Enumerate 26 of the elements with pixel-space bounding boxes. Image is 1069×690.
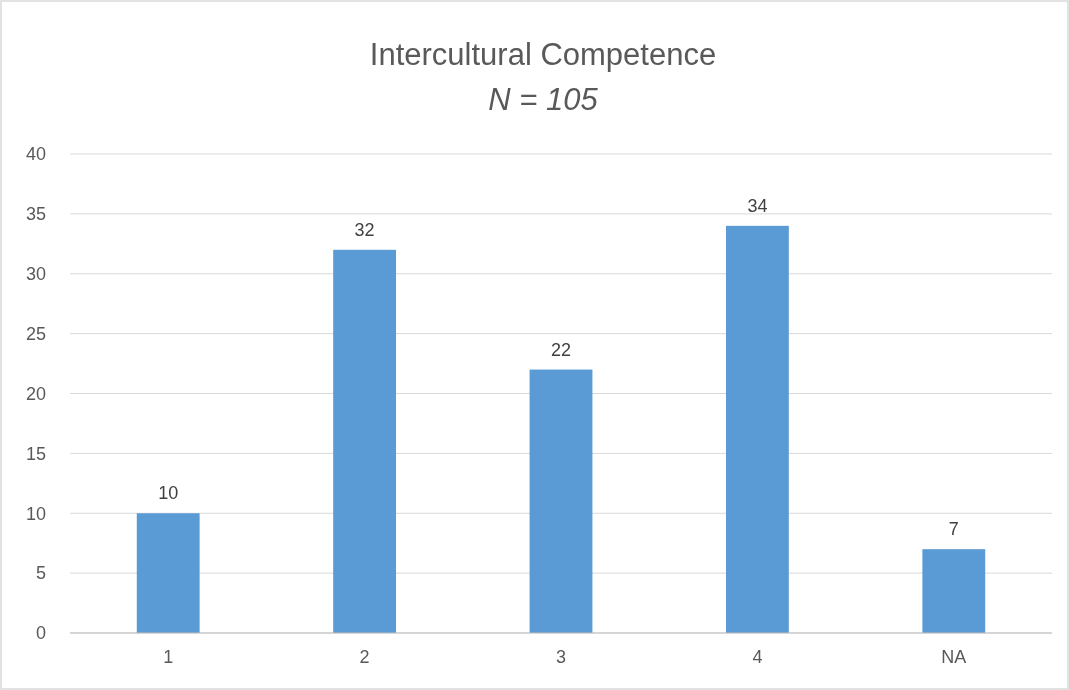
data-label: 34	[747, 195, 768, 216]
y-tick-label: 25	[25, 323, 46, 344]
bar	[333, 249, 397, 633]
x-tick-label: 4	[752, 647, 763, 667]
y-tick-label: 30	[25, 264, 46, 285]
chart-title: Intercultural Competence	[369, 37, 717, 72]
y-tick-label: 15	[25, 443, 46, 464]
x-tick-label: 3	[555, 647, 567, 667]
y-tick-label: 10	[25, 503, 46, 524]
x-tick-label: 1	[163, 647, 174, 667]
data-label: 10	[158, 483, 179, 504]
y-tick-label: 20	[25, 383, 46, 404]
x-tick-label: NA	[941, 647, 967, 667]
y-tick-label: 5	[35, 563, 46, 584]
y-tick-label: 0	[35, 623, 46, 644]
data-label: 7	[948, 519, 959, 540]
data-label: 32	[354, 219, 375, 240]
bar	[725, 225, 789, 633]
x-tick-label: 2	[359, 647, 370, 667]
bar	[136, 513, 200, 633]
bar	[529, 369, 593, 633]
bar	[922, 549, 986, 633]
chart-subtitle: N = 105	[488, 82, 599, 117]
y-tick-label: 40	[25, 144, 46, 165]
y-tick-label: 35	[25, 204, 46, 225]
data-label: 22	[550, 339, 572, 360]
